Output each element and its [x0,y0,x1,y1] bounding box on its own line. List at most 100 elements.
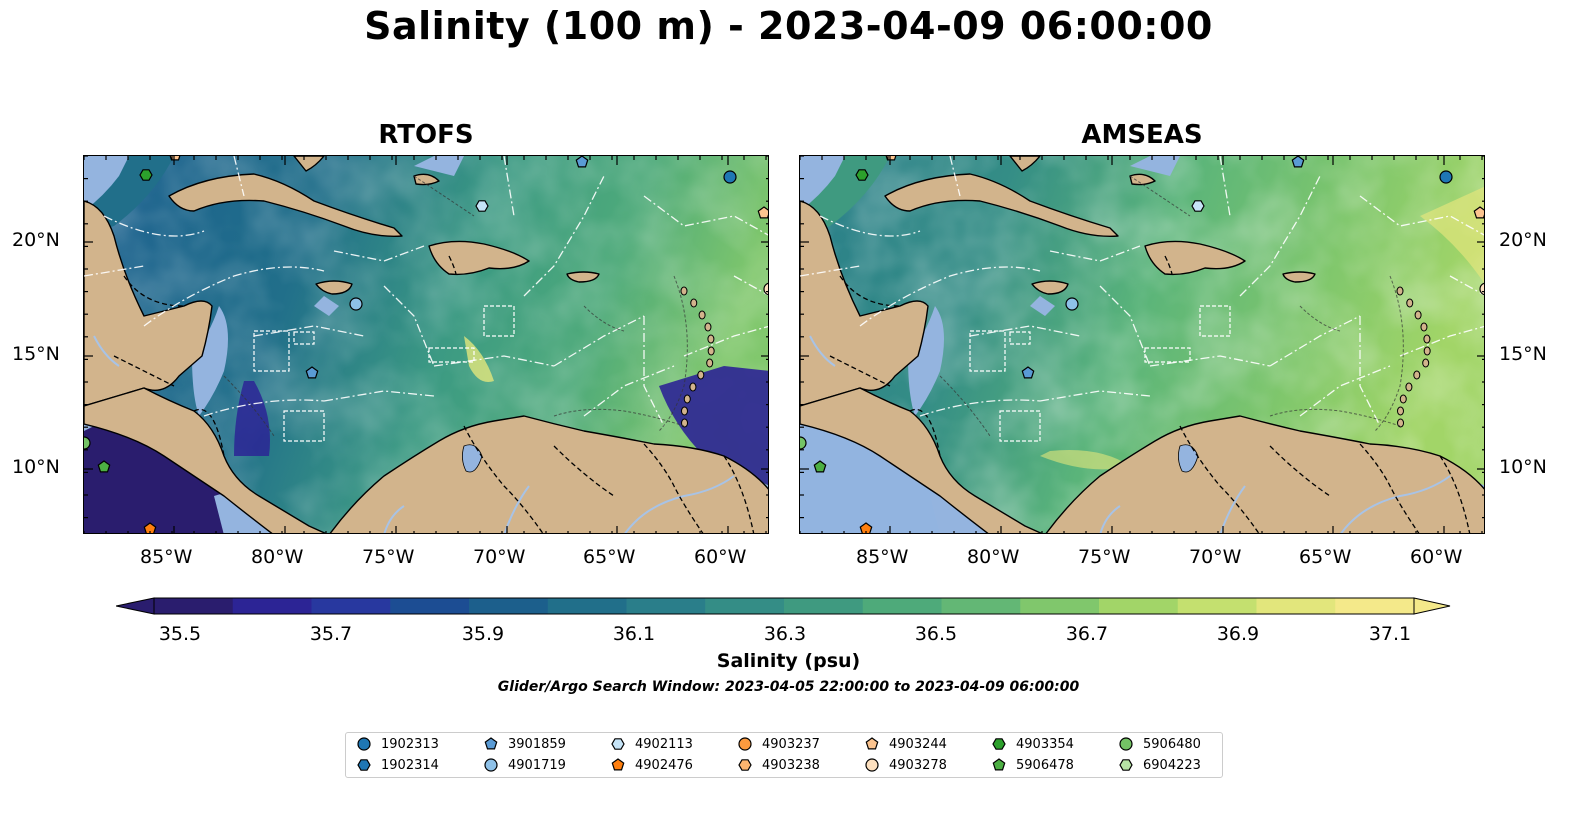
eez-boundary [733,275,768,296]
protected-area-box [1199,305,1231,337]
country-border [1269,445,1331,497]
argo-float-marker [1439,170,1453,184]
landmass [168,173,403,237]
legend-marker-icon [357,737,371,751]
legend-entry: 1902314 [356,757,439,773]
map-panel-rtofs[interactable] [83,155,769,534]
country-border [448,255,457,275]
landmass [315,280,353,295]
lon-label-right: 70°W [1189,546,1242,568]
lesser-antilles-island [698,310,706,320]
lesser-antilles-island [1406,298,1414,308]
colorbar-segment [862,598,943,614]
colorbar [116,597,1451,615]
colorbar-segment [1256,598,1336,614]
eez-boundary [859,266,1041,327]
argo-float-marker [723,170,737,184]
legend-entry: 5906478 [991,757,1074,773]
legend-marker-icon [1119,737,1133,751]
legend-entry: 4902113 [610,736,693,752]
legend-label: 4903244 [889,736,947,752]
lon-label-right: 75°W [1078,546,1131,568]
legend-label: 4903238 [762,757,820,773]
colorbar-segment [232,598,313,614]
argo-float-marker [139,169,153,181]
protected-area-box [1009,331,1031,345]
colorbar-tick: 36.3 [763,623,807,645]
lat-label-left: 20°N [12,229,60,251]
landmass [84,387,327,533]
river-line [624,475,735,533]
lesser-antilles-island [1396,286,1404,296]
isobath-contour [1374,275,1404,432]
protected-area-box [999,410,1041,442]
lesser-antilles-island [1420,322,1428,332]
lesser-antilles-island [1423,346,1431,356]
low-salinity-patch [234,381,270,456]
lesser-antilles-island [680,286,688,296]
landmass [1045,415,1484,533]
legend-marker-icon [611,758,625,771]
landmass [800,200,929,407]
legend-label: 1902314 [381,757,439,773]
lesser-antilles-island [697,370,705,380]
lon-label-right: 85°W [856,546,909,568]
lon-label-right: 80°W [967,546,1020,568]
colorbar-tick: 35.7 [309,623,353,645]
colorbar-segment [311,598,391,614]
colorbar-segment [547,598,628,614]
argo-float-marker [859,522,873,533]
protected-area-box [483,305,515,337]
argo-float-marker [97,460,111,473]
colorbar-segment [154,598,234,614]
legend-label: 1902313 [381,736,439,752]
colorbar-segment [390,598,470,614]
legend-marker-icon [992,758,1006,771]
colorbar-tick: 36.1 [612,623,656,645]
lesser-antilles-island [1405,382,1413,392]
search-window-text: Glider/Argo Search Window: 2023-04-05 22… [497,679,1080,695]
colorbar-segment [1020,598,1100,614]
legend-marker-icon [484,737,498,750]
argo-float-marker [84,436,91,450]
river-line [1219,485,1246,533]
isobath-contour [553,408,685,427]
landmass [293,156,325,172]
colorbar-segment [784,598,864,614]
argo-float-marker [1021,366,1035,379]
shelf-region [1130,156,1180,176]
protected-area-box [969,330,1006,372]
lat-label-left: 15°N [12,343,60,365]
country-border [1179,425,1260,533]
shelf-region [84,156,129,211]
lesser-antilles-island [681,418,689,428]
isobath-contour [939,375,991,437]
argo-float-marker [475,200,489,212]
lesser-antilles-island [707,334,715,344]
argo-float-marker [143,522,157,533]
colorbar-frame [153,597,1415,615]
country-border [463,425,544,533]
colorbar-segment [941,598,1021,614]
lesser-antilles-island [683,394,691,404]
legend-entry: 1902313 [356,736,439,752]
argo-float-marker [305,366,319,379]
lat-label-right: 15°N [1499,343,1547,365]
landmass [84,200,213,407]
country-border [1164,255,1173,275]
colorbar-tick: 36.7 [1065,623,1109,645]
legend-label: 4903354 [1016,736,1074,752]
landmass [884,173,1119,237]
legend-marker-icon [738,759,752,771]
lon-label-left: 65°W [583,546,636,568]
legend-marker-icon [611,738,625,750]
colorbar-tick: 37.1 [1368,623,1412,645]
eez-boundary [433,355,555,367]
map-panel-amseas[interactable] [799,155,1485,534]
eez-boundary [84,265,145,277]
country-border [123,275,185,307]
colorbar-segment [626,598,706,614]
eez-boundary [969,325,1081,337]
eez-boundary [1099,285,1151,367]
eez-boundary [253,325,365,337]
